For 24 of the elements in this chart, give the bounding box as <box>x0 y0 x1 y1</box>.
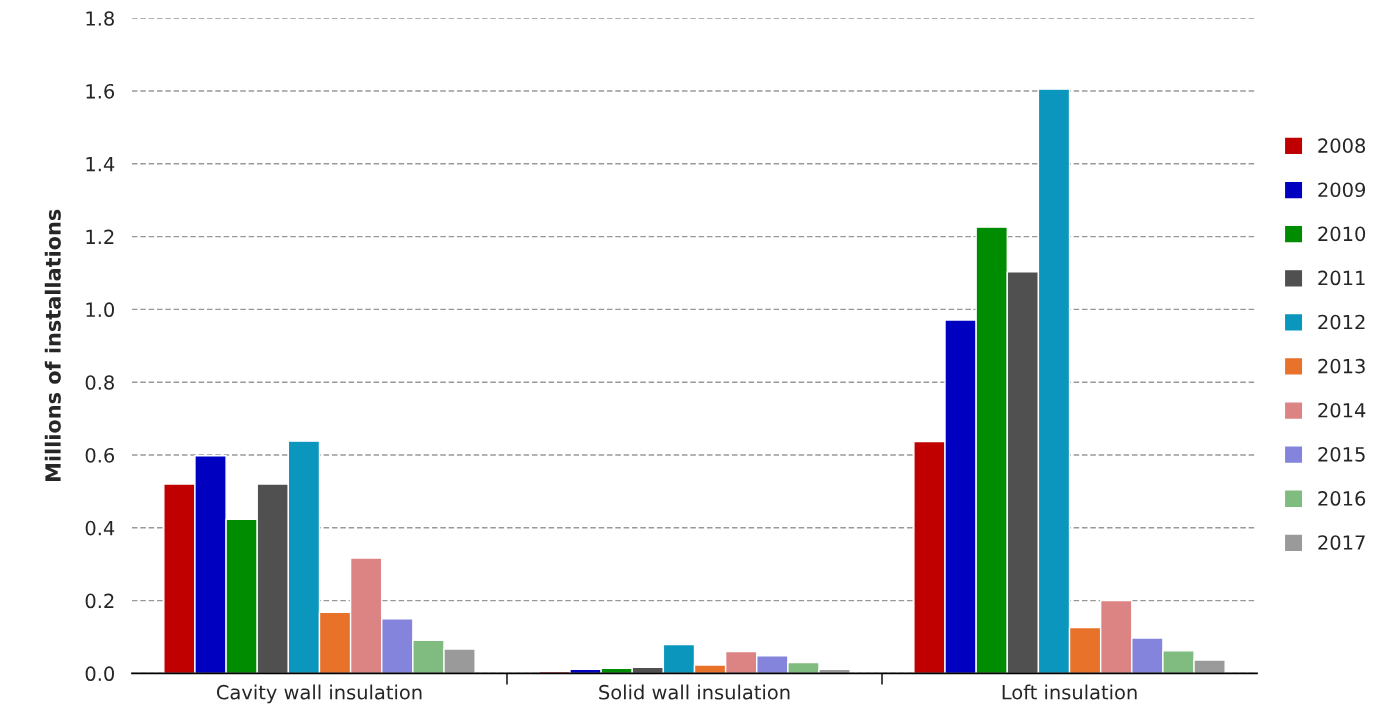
y-tick-label: 0.0 <box>85 666 114 682</box>
legend-label: 2010 <box>1318 226 1366 242</box>
legend-label: 2016 <box>1318 491 1366 506</box>
legend-label: 2008 <box>1318 138 1366 154</box>
y-tick-label: 1.8 <box>86 11 114 26</box>
legend-label: 2009 <box>1318 182 1366 198</box>
y-tick-label: 1.4 <box>86 157 115 172</box>
x-tick-label: Loft insulation <box>1002 684 1137 700</box>
x-tick-label: Solid wall insulation <box>599 684 790 700</box>
legend-label: 2015 <box>1318 446 1365 462</box>
legend-label: 2017 <box>1318 535 1365 550</box>
legend-label: 2012 <box>1318 314 1365 330</box>
legend-label: 2014 <box>1318 402 1366 418</box>
y-tick-label: 1.0 <box>86 302 114 318</box>
y-tick-label: 0.2 <box>85 593 114 609</box>
y-tick-label: 0.4 <box>85 520 115 536</box>
y-axis-title: Millions of installations <box>44 209 61 481</box>
y-tick-label: 1.2 <box>86 229 114 244</box>
y-tick-label: 1.6 <box>86 83 115 99</box>
legend-label: 2013 <box>1318 358 1365 374</box>
legend-label: 2011 <box>1318 270 1365 286</box>
y-tick-label: 0.6 <box>85 447 115 463</box>
x-tick-label: Cavity wall insulation <box>216 684 422 704</box>
y-tick-label: 0.8 <box>85 375 114 390</box>
